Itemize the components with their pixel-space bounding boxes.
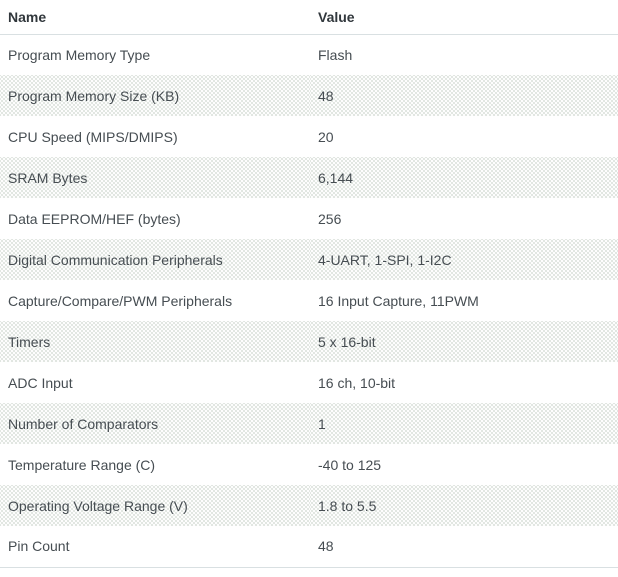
spec-value-cell: 4-UART, 1-SPI, 1-I2C — [310, 239, 618, 280]
spec-value-cell: -40 to 125 — [318, 456, 382, 473]
table-row: ADC Input 16 ch, 10-bit — [0, 362, 618, 403]
table-row: Program Memory Type Flash — [0, 34, 618, 75]
spec-name-cell: Timers — [0, 321, 310, 362]
spec-table-body: Program Memory Type Flash Program Memory S… — [0, 34, 618, 567]
spec-value-cell: 6,144 — [310, 157, 618, 198]
spec-table-header: Name Value — [0, 0, 618, 35]
spec-value-cell: 5 x 16-bit — [310, 321, 618, 362]
header-row: Name Value — [0, 0, 618, 35]
table-row: SRAM Bytes 6,144 — [0, 157, 618, 198]
spec-value-cell: Flash — [318, 46, 353, 63]
spec-value-cell: 1.8 to 5.5 — [310, 485, 618, 526]
table-row: Pin Count 48 — [0, 526, 618, 567]
spec-name-cell: CPU Speed (MIPS/DMIPS) — [8, 128, 178, 145]
table-row: Capture/Compare/PWM Peripherals 16 Input … — [0, 280, 618, 321]
spec-value-cell: 256 — [318, 210, 342, 227]
spec-name-cell: Number of Comparators — [0, 403, 310, 444]
table-row: Temperature Range (C) -40 to 125 — [0, 444, 618, 485]
column-header-value: Value — [310, 0, 618, 35]
spec-value-cell: 16 Input Capture, 11PWM — [318, 292, 479, 309]
spec-name-cell: Program Memory Type — [8, 46, 151, 63]
spec-name-cell: Digital Communication Peripherals — [0, 239, 310, 280]
spec-name-cell: Capture/Compare/PWM Peripherals — [8, 292, 233, 309]
spec-name-cell: Pin Count — [8, 538, 70, 555]
spec-name-cell: SRAM Bytes — [0, 157, 310, 198]
table-row: CPU Speed (MIPS/DMIPS) 20 — [0, 116, 618, 157]
table-row: Data EEPROM/HEF (bytes) 256 — [0, 198, 618, 239]
spec-name-cell: Data EEPROM/HEF (bytes) — [8, 210, 181, 227]
spec-value-cell: 20 — [318, 128, 334, 145]
spec-value-cell: 48 — [318, 538, 334, 555]
spec-name-cell: ADC Input — [8, 374, 73, 391]
spec-name-cell: Temperature Range (C) — [8, 456, 156, 473]
spec-value-cell: 48 — [310, 75, 618, 116]
spec-value-cell: 1 — [310, 403, 618, 444]
spec-name-cell: Operating Voltage Range (V) — [0, 485, 310, 526]
table-row: Digital Communication Peripherals 4-UART,… — [0, 239, 618, 280]
spec-name-cell: Program Memory Size (KB) — [0, 75, 310, 116]
table-row: Timers 5 x 16-bit — [0, 321, 618, 362]
table-row: Number of Comparators 1 — [0, 403, 618, 444]
column-header-name: Name — [0, 0, 310, 35]
table-row: Operating Voltage Range (V) 1.8 to 5.5 — [0, 485, 618, 526]
table-row: Program Memory Size (KB) 48 — [0, 75, 618, 116]
spec-value-cell: 16 ch, 10-bit — [318, 374, 396, 391]
